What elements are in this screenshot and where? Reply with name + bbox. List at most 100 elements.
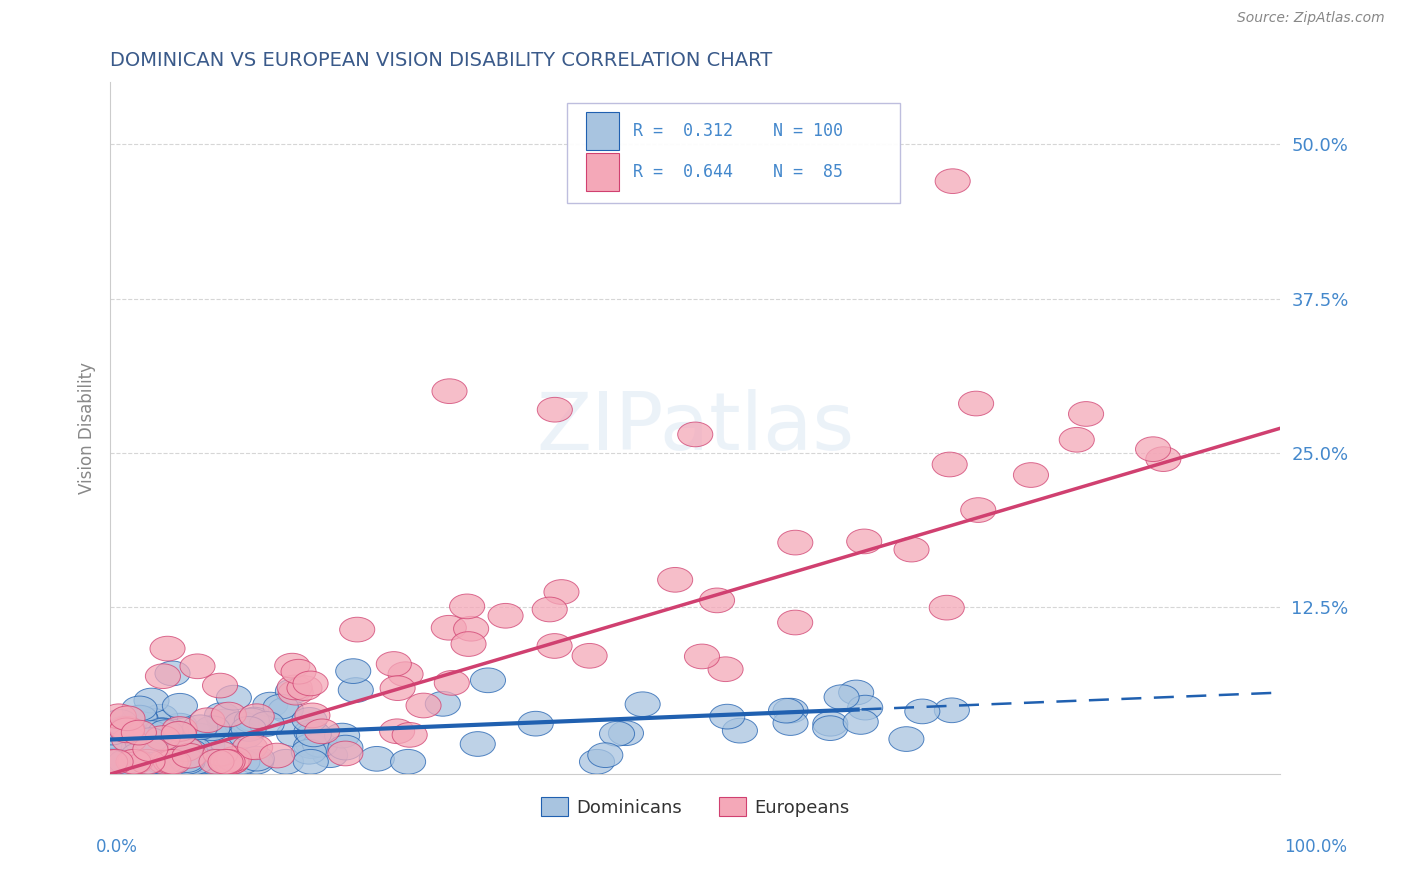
Ellipse shape bbox=[134, 749, 169, 774]
Ellipse shape bbox=[207, 709, 242, 734]
Ellipse shape bbox=[217, 747, 252, 772]
Ellipse shape bbox=[125, 730, 160, 755]
Ellipse shape bbox=[626, 692, 661, 716]
Ellipse shape bbox=[685, 644, 720, 669]
Ellipse shape bbox=[572, 643, 607, 668]
Ellipse shape bbox=[292, 707, 328, 732]
Ellipse shape bbox=[224, 712, 259, 736]
Ellipse shape bbox=[96, 732, 131, 756]
FancyBboxPatch shape bbox=[567, 103, 900, 203]
Ellipse shape bbox=[110, 706, 145, 731]
Ellipse shape bbox=[94, 720, 129, 745]
Ellipse shape bbox=[150, 636, 186, 661]
Ellipse shape bbox=[905, 699, 939, 723]
Ellipse shape bbox=[110, 716, 145, 741]
Ellipse shape bbox=[172, 743, 207, 768]
Ellipse shape bbox=[205, 726, 239, 751]
Ellipse shape bbox=[121, 735, 156, 760]
Ellipse shape bbox=[134, 689, 169, 713]
Ellipse shape bbox=[291, 739, 326, 764]
Ellipse shape bbox=[277, 722, 312, 747]
Ellipse shape bbox=[145, 718, 180, 743]
Ellipse shape bbox=[148, 720, 183, 745]
Text: R =  0.644    N =  85: R = 0.644 N = 85 bbox=[633, 163, 844, 181]
Ellipse shape bbox=[148, 749, 183, 774]
Ellipse shape bbox=[769, 698, 804, 723]
Ellipse shape bbox=[118, 749, 153, 774]
Ellipse shape bbox=[292, 671, 328, 696]
Y-axis label: Vision Disability: Vision Disability bbox=[79, 362, 96, 494]
Ellipse shape bbox=[305, 719, 340, 744]
Ellipse shape bbox=[295, 703, 330, 728]
Ellipse shape bbox=[156, 749, 191, 774]
Ellipse shape bbox=[889, 727, 924, 751]
Ellipse shape bbox=[699, 588, 734, 613]
Ellipse shape bbox=[211, 702, 246, 727]
Ellipse shape bbox=[260, 743, 295, 768]
Ellipse shape bbox=[143, 705, 179, 729]
Ellipse shape bbox=[813, 715, 848, 740]
Ellipse shape bbox=[388, 662, 423, 687]
Ellipse shape bbox=[202, 741, 238, 766]
Ellipse shape bbox=[228, 723, 263, 748]
Ellipse shape bbox=[93, 749, 128, 774]
Ellipse shape bbox=[773, 698, 808, 723]
Ellipse shape bbox=[98, 749, 134, 774]
Ellipse shape bbox=[1136, 437, 1171, 461]
Ellipse shape bbox=[110, 718, 145, 743]
Ellipse shape bbox=[198, 749, 233, 774]
Ellipse shape bbox=[959, 392, 994, 416]
Text: Source: ZipAtlas.com: Source: ZipAtlas.com bbox=[1237, 12, 1385, 25]
Ellipse shape bbox=[274, 653, 309, 678]
Ellipse shape bbox=[235, 708, 270, 733]
Ellipse shape bbox=[177, 738, 212, 762]
Ellipse shape bbox=[460, 731, 495, 756]
Ellipse shape bbox=[1069, 401, 1104, 426]
Ellipse shape bbox=[98, 749, 134, 774]
Ellipse shape bbox=[179, 749, 214, 774]
Ellipse shape bbox=[239, 747, 274, 771]
Ellipse shape bbox=[145, 726, 180, 750]
Ellipse shape bbox=[195, 716, 231, 740]
Ellipse shape bbox=[287, 676, 322, 700]
Ellipse shape bbox=[846, 529, 882, 554]
Ellipse shape bbox=[232, 735, 267, 760]
Ellipse shape bbox=[190, 708, 225, 732]
Ellipse shape bbox=[451, 632, 486, 657]
Ellipse shape bbox=[328, 735, 363, 760]
Ellipse shape bbox=[173, 739, 208, 764]
Ellipse shape bbox=[134, 728, 167, 753]
Ellipse shape bbox=[253, 692, 288, 717]
Ellipse shape bbox=[678, 422, 713, 447]
Ellipse shape bbox=[214, 749, 249, 774]
Ellipse shape bbox=[848, 695, 883, 720]
Ellipse shape bbox=[710, 705, 745, 729]
Ellipse shape bbox=[202, 673, 238, 698]
Ellipse shape bbox=[425, 691, 460, 716]
Ellipse shape bbox=[238, 735, 273, 760]
Ellipse shape bbox=[302, 732, 337, 757]
Ellipse shape bbox=[169, 747, 204, 772]
Ellipse shape bbox=[115, 749, 150, 774]
Ellipse shape bbox=[609, 721, 644, 746]
Ellipse shape bbox=[96, 748, 131, 773]
Ellipse shape bbox=[380, 676, 415, 700]
Ellipse shape bbox=[204, 703, 239, 727]
Ellipse shape bbox=[339, 678, 374, 702]
Ellipse shape bbox=[297, 722, 332, 747]
Ellipse shape bbox=[281, 659, 316, 684]
Ellipse shape bbox=[294, 749, 329, 774]
Ellipse shape bbox=[537, 633, 572, 658]
Bar bbox=[586, 153, 619, 191]
Ellipse shape bbox=[434, 671, 470, 695]
Ellipse shape bbox=[249, 712, 284, 736]
Ellipse shape bbox=[239, 704, 274, 729]
Ellipse shape bbox=[225, 749, 260, 774]
Ellipse shape bbox=[471, 668, 506, 693]
Ellipse shape bbox=[145, 664, 180, 689]
Ellipse shape bbox=[824, 685, 859, 709]
Ellipse shape bbox=[145, 718, 179, 742]
Ellipse shape bbox=[544, 580, 579, 605]
Ellipse shape bbox=[162, 693, 197, 718]
Ellipse shape bbox=[778, 610, 813, 635]
